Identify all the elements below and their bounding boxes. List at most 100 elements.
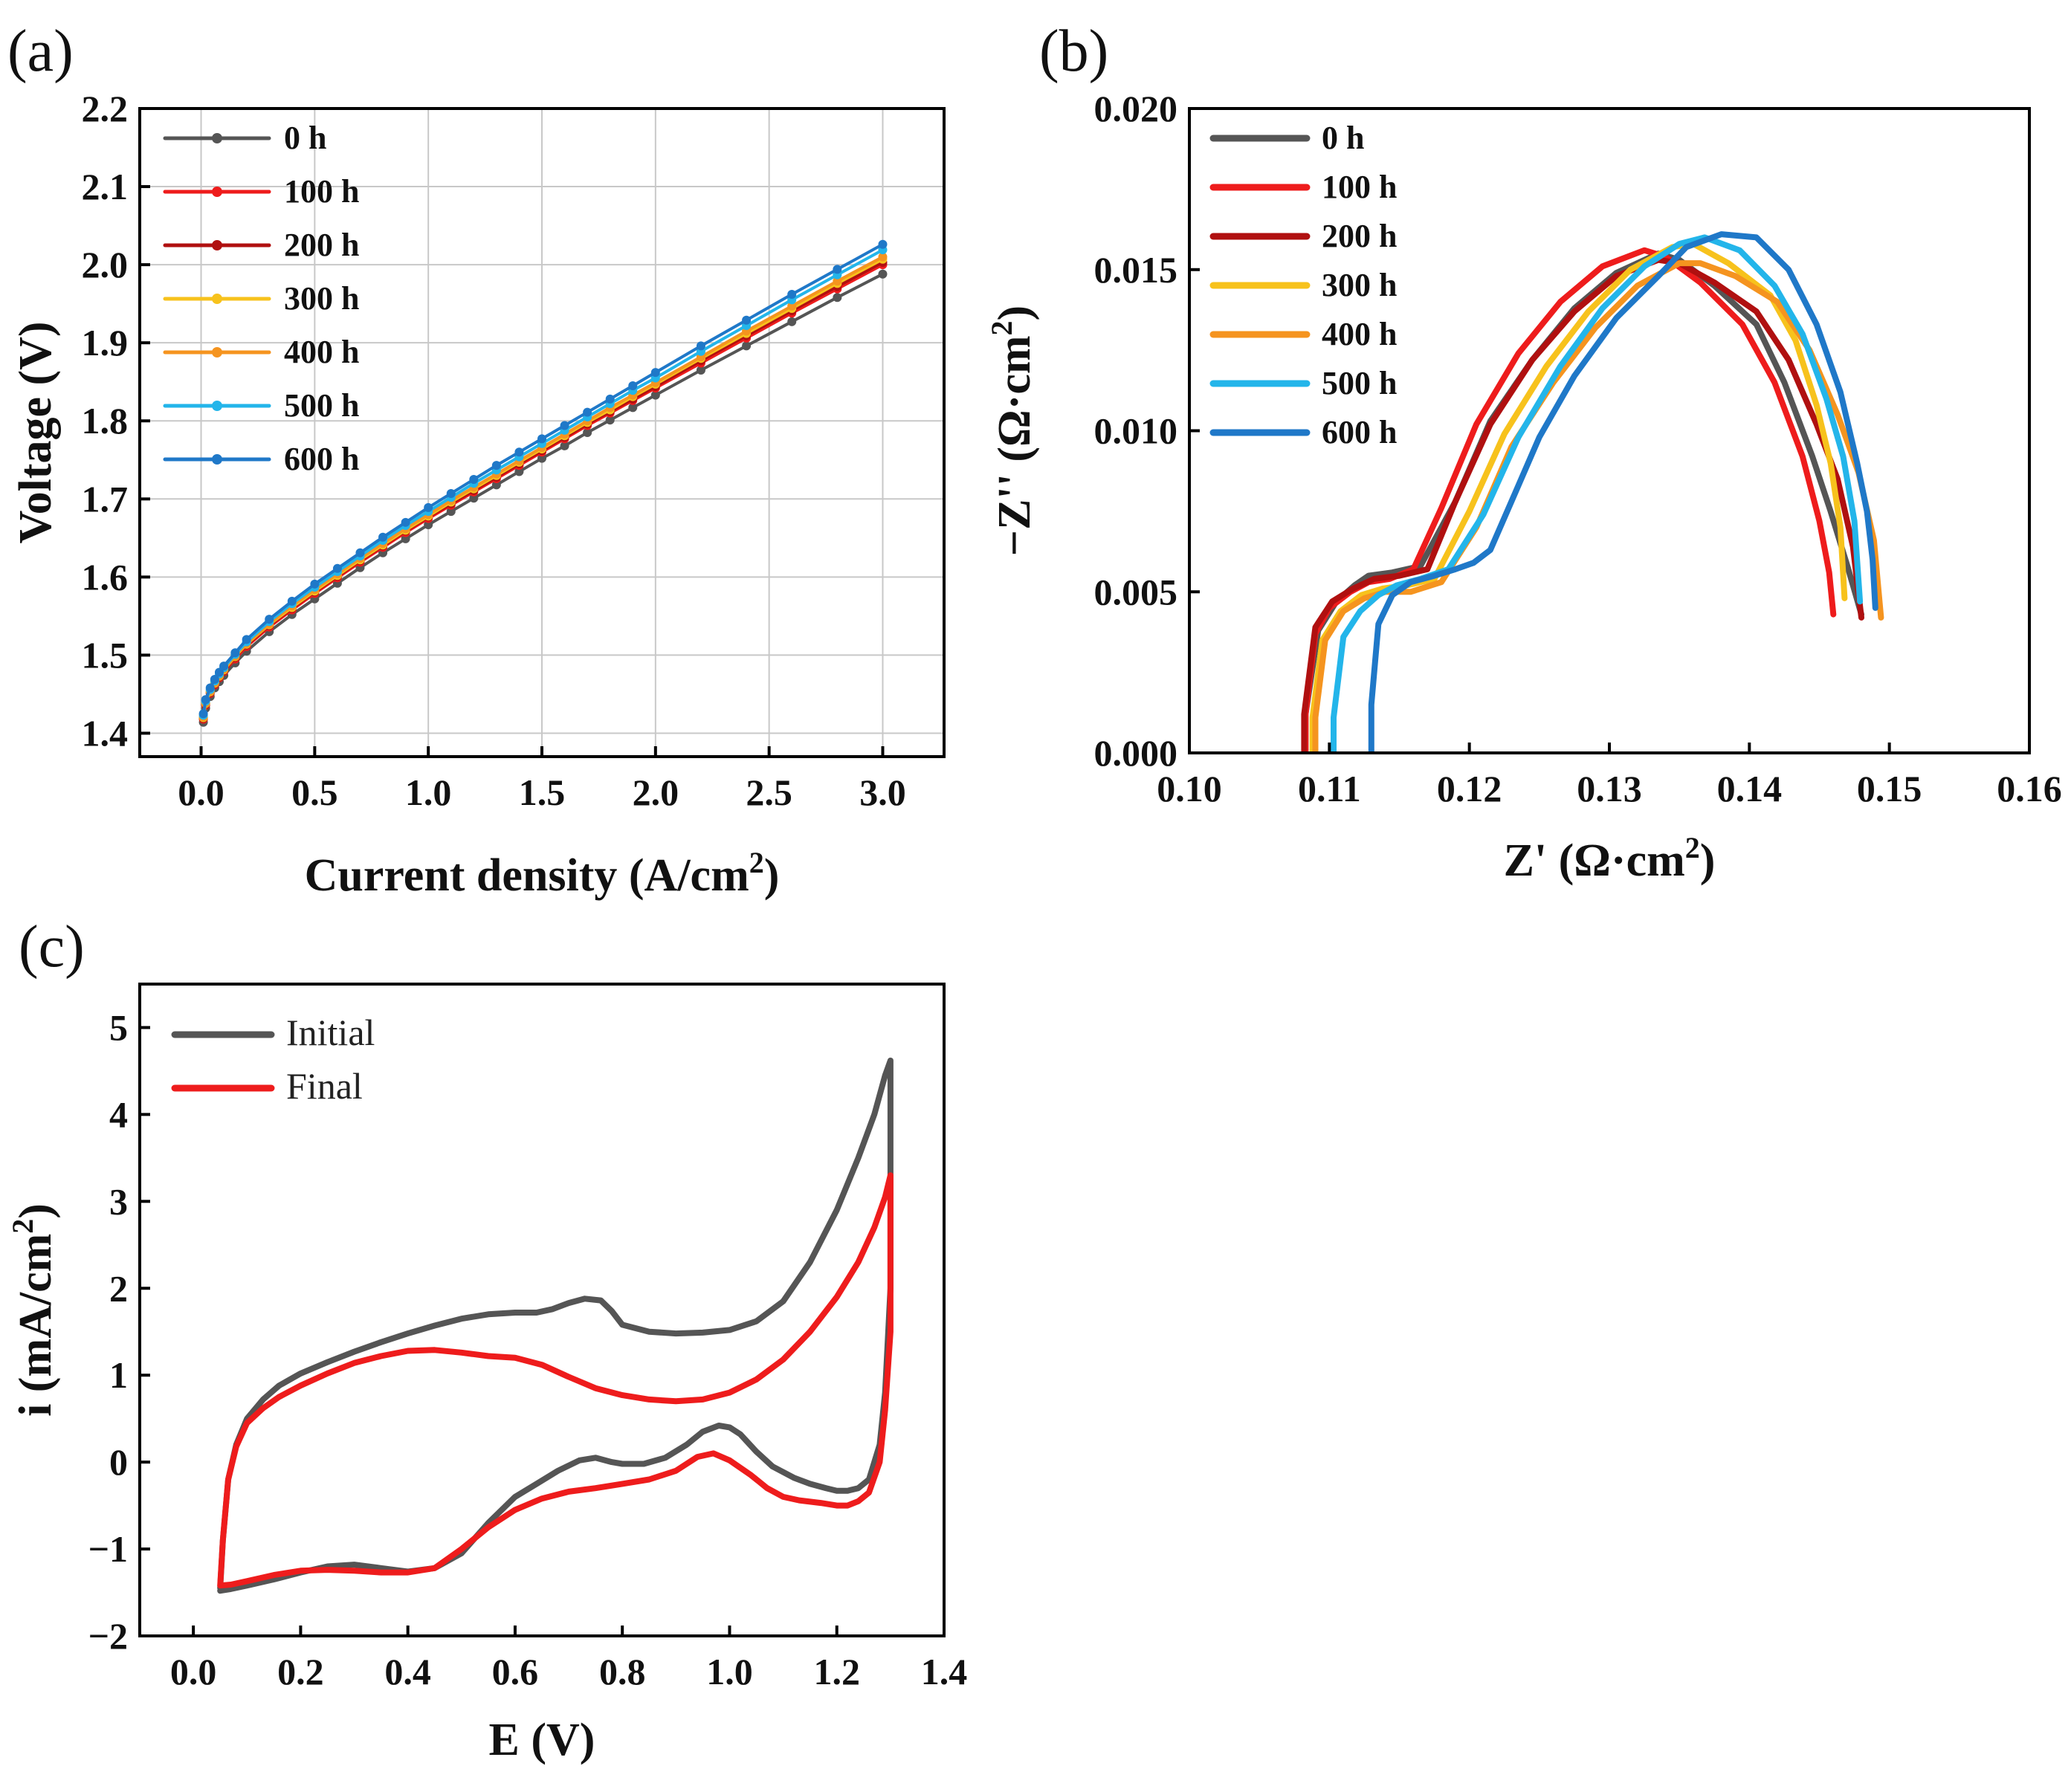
x-tick-label: 0.6 — [492, 1651, 539, 1692]
data-point — [583, 428, 592, 437]
legend: 0 h 100 h 200 h 300 h 400 h 500 h 600 h — [1209, 120, 1397, 450]
legend-label: Final — [286, 1065, 363, 1107]
data-point — [210, 674, 219, 684]
legend-label: 300 h — [1322, 267, 1397, 303]
data-point — [230, 648, 240, 658]
y-axis-title: Voltage (V) — [10, 321, 61, 543]
data-point — [742, 315, 752, 325]
legend-label: 0 h — [1322, 120, 1364, 156]
data-point — [878, 252, 888, 262]
x-axis-title: Current density (A/cm2) — [305, 846, 780, 901]
panel-label-a: (a) — [7, 19, 74, 84]
data-point — [560, 441, 569, 450]
chart-panel-a: (a) 0.0 0.5 1.0 1.5 2.0 2.5 3.0 1.4 1.5 1.6 1.7 1.8 1… — [7, 19, 946, 901]
y-axis-title-main: −Z'' (Ω·cm — [989, 335, 1040, 556]
legend-label: 400 h — [1322, 316, 1397, 352]
series-line-100-h — [201, 263, 885, 721]
series-line-600-h — [1368, 231, 1878, 753]
y-tick-label: 2.0 — [82, 244, 129, 285]
x-tick-label: 0.8 — [599, 1651, 646, 1692]
data-point — [198, 709, 208, 719]
data-point — [514, 447, 524, 457]
legend-marker — [212, 240, 222, 250]
x-tick-label: 0.11 — [1298, 768, 1361, 809]
y-tick-label: 0.005 — [1094, 571, 1178, 612]
series-line-200-h — [201, 261, 885, 720]
x-axis-title-main: Z' (Ω·cm — [1504, 835, 1685, 886]
y-axis-title-main: Voltage (V) — [10, 321, 61, 543]
series-line-initial — [217, 1057, 894, 1594]
x-axis-title-sup: 2 — [1685, 831, 1700, 864]
data-point — [878, 239, 888, 249]
x-axis-title-main: Current density (A/cm — [305, 850, 749, 901]
legend-marker — [212, 401, 222, 411]
data-point — [696, 341, 705, 351]
x-tick-label: 1.0 — [706, 1651, 753, 1692]
data-point — [446, 507, 456, 517]
legend-label: Initial — [286, 1012, 375, 1053]
legend-label: 400 h — [284, 334, 359, 370]
legend-label: 300 h — [284, 280, 359, 317]
y-tick-label: 1.7 — [82, 478, 129, 520]
data-point — [628, 403, 638, 413]
data-point — [242, 635, 251, 644]
data-point — [219, 662, 229, 671]
data-point — [491, 461, 501, 470]
y-axis-title-sup: 2 — [6, 1219, 39, 1234]
legend: 0 h 100 h 200 h 300 h 400 h 500 h 600 h — [163, 120, 359, 477]
y-tick-label: −2 — [88, 1615, 129, 1657]
legend-marker — [212, 133, 222, 143]
data-point — [833, 276, 842, 286]
data-point — [310, 579, 320, 589]
x-tick-label: 0.10 — [1157, 768, 1222, 809]
x-tick-label: 0.2 — [277, 1651, 324, 1692]
data-point — [514, 467, 524, 476]
x-tick-label: 0.12 — [1437, 768, 1502, 809]
y-tick-label: 0.000 — [1094, 732, 1178, 774]
x-tick-label: 2.5 — [746, 772, 792, 813]
y-tick-label: 4 — [109, 1093, 128, 1135]
y-tick-label: 0 — [109, 1441, 128, 1483]
chart-panel-c: (c) 0.0 0.2 0.4 0.6 0.8 1.0 1.2 1.4 −2 −1 0 1 2 3 4 5 E (… — [6, 914, 967, 1765]
x-tick-label: 3.0 — [859, 772, 906, 813]
legend-label: 500 h — [1322, 365, 1397, 401]
x-tick-label: 2.0 — [633, 772, 679, 813]
data-point — [787, 290, 797, 300]
panel-label-c: (c) — [19, 914, 85, 980]
y-axis-title-end: ) — [989, 305, 1040, 321]
y-tick-label: 1.4 — [82, 712, 129, 754]
data-point — [537, 453, 546, 463]
data-point — [424, 520, 433, 529]
legend-label: 100 h — [284, 173, 359, 210]
legend-marker — [212, 294, 222, 304]
y-tick-label: 2 — [109, 1267, 128, 1309]
x-tick-label: 0.13 — [1577, 768, 1642, 809]
y-tick-label: 0.010 — [1094, 410, 1178, 452]
legend-label: 500 h — [284, 387, 359, 424]
data-point — [537, 434, 546, 444]
data-point — [560, 421, 569, 430]
x-tick-label: 0.0 — [178, 772, 224, 813]
y-tick-label: 1.6 — [82, 556, 129, 598]
data-point — [628, 381, 638, 390]
x-tick-label: 1.2 — [813, 1651, 860, 1692]
data-point — [401, 517, 410, 527]
x-tick-label: 0.16 — [1997, 768, 2062, 809]
legend-label: 200 h — [1322, 218, 1397, 254]
legend-label: 200 h — [284, 227, 359, 263]
x-tick-label: 0.4 — [384, 1651, 431, 1692]
data-point — [583, 407, 592, 417]
data-point — [469, 475, 479, 485]
series-line-400-h — [201, 255, 885, 719]
chart-panel-b: (b) 0.10 0.11 0.12 0.13 0.14 0.15 0.16 0.000 0.00… — [985, 19, 2062, 886]
data-point — [650, 390, 660, 400]
data-point — [650, 368, 660, 378]
axis-frame — [138, 983, 946, 1637]
series-group — [1301, 231, 1884, 753]
data-point — [696, 365, 705, 375]
data-point — [332, 563, 342, 573]
legend-label: 0 h — [284, 120, 326, 156]
y-axis-title-end: ) — [10, 1203, 61, 1219]
data-point — [787, 317, 797, 326]
